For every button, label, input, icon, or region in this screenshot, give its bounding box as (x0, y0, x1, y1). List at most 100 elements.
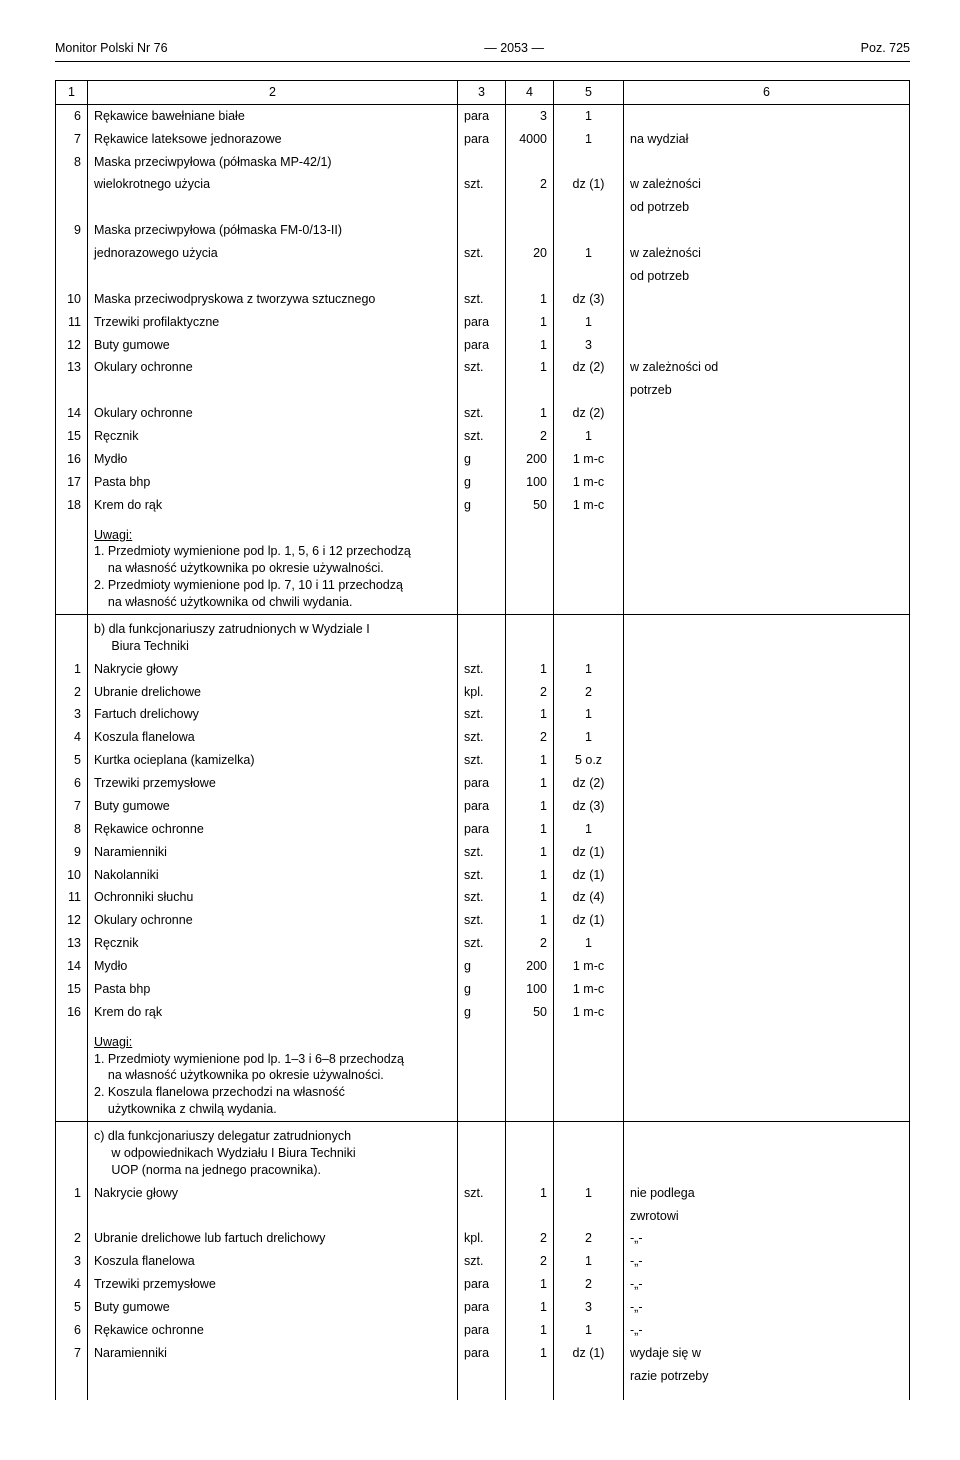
row-desc: Koszula flanelowa (88, 1250, 458, 1273)
row-desc: Kurtka ocieplana (kamizelka) (88, 749, 458, 772)
row-desc: Nakolanniki (88, 864, 458, 887)
row-qty: 1 (506, 795, 554, 818)
row-qty: 2 (506, 932, 554, 955)
row-qty: 1 (506, 288, 554, 311)
row-unit (458, 196, 506, 219)
note-b-3: użytkownika z chwilą wydania. (94, 1102, 277, 1116)
row-remark (624, 334, 910, 357)
row-number: 15 (56, 425, 88, 448)
row-period (554, 219, 624, 242)
row-desc: Trzewiki przemysłowe (88, 1273, 458, 1296)
row-period: 3 (554, 1296, 624, 1319)
row-remark: potrzeb (624, 379, 910, 402)
row-unit: szt. (458, 841, 506, 864)
row-number (56, 1365, 88, 1388)
table-row: 18Krem do rąkg501 m-c (56, 494, 910, 517)
row-unit: szt. (458, 909, 506, 932)
row-unit: g (458, 1001, 506, 1024)
row-remark (624, 425, 910, 448)
row-qty: 200 (506, 448, 554, 471)
row-number (56, 265, 88, 288)
row-qty: 1 (506, 1342, 554, 1365)
row-number: 13 (56, 932, 88, 955)
row-remark (624, 288, 910, 311)
row-number: 10 (56, 864, 88, 887)
row-remark (624, 886, 910, 909)
note-b-2: 2. Koszula flanelowa przechodzi na własn… (94, 1085, 345, 1099)
section-a-notes: Uwagi: 1. Przedmioty wymienione pod lp. … (56, 517, 910, 615)
row-period: 3 (554, 334, 624, 357)
row-desc: Okulary ochronne (88, 909, 458, 932)
table-row: 10Nakolannikiszt.1dz (1) (56, 864, 910, 887)
row-desc: Okulary ochronne (88, 356, 458, 379)
row-unit: szt. (458, 173, 506, 196)
row-qty (506, 1205, 554, 1228)
row-qty: 1 (506, 749, 554, 772)
row-number: 2 (56, 1227, 88, 1250)
table-row: 6Rękawice ochronnepara11-„- (56, 1319, 910, 1342)
row-desc: Ręcznik (88, 425, 458, 448)
row-remark (624, 772, 910, 795)
row-number: 4 (56, 726, 88, 749)
row-qty: 1 (506, 1296, 554, 1319)
row-qty (506, 1365, 554, 1388)
notes-label-b: Uwagi: (94, 1035, 132, 1049)
colhead-6: 6 (624, 80, 910, 104)
row-unit: g (458, 448, 506, 471)
row-number: 6 (56, 104, 88, 127)
row-desc: Naramienniki (88, 841, 458, 864)
row-number: 12 (56, 334, 88, 357)
row-period: 2 (554, 1273, 624, 1296)
row-number: 7 (56, 1342, 88, 1365)
row-qty: 20 (506, 242, 554, 265)
row-qty: 1 (506, 402, 554, 425)
section-c: 1Nakrycie głowyszt.11nie podlegazwrotowi… (56, 1182, 910, 1388)
row-qty (506, 151, 554, 174)
row-number (56, 379, 88, 402)
table-row: 13Okulary ochronneszt.1dz (2)w zależnośc… (56, 356, 910, 379)
row-desc: Trzewiki przemysłowe (88, 772, 458, 795)
row-unit: szt. (458, 726, 506, 749)
row-desc: Pasta bhp (88, 978, 458, 1001)
row-desc: Okulary ochronne (88, 402, 458, 425)
main-table: 1 2 3 4 5 6 6Rękawice bawełniane białepa… (55, 80, 910, 1400)
row-unit: szt. (458, 356, 506, 379)
row-remark (624, 681, 910, 704)
row-qty: 50 (506, 1001, 554, 1024)
row-unit: para (458, 128, 506, 151)
table-row: 10Maska przeciwodpryskowa z tworzywa szt… (56, 288, 910, 311)
row-unit (458, 151, 506, 174)
table-row: 13Ręcznikszt.21 (56, 932, 910, 955)
row-number: 5 (56, 749, 88, 772)
row-qty: 4000 (506, 128, 554, 151)
row-period: 1 m-c (554, 471, 624, 494)
row-desc: Rękawice lateksowe jednorazowe (88, 128, 458, 151)
table-row: 6Rękawice bawełniane białepara31 (56, 104, 910, 127)
row-qty: 1 (506, 818, 554, 841)
row-unit: kpl. (458, 681, 506, 704)
row-remark (624, 726, 910, 749)
row-unit: para (458, 795, 506, 818)
row-unit: para (458, 1296, 506, 1319)
row-desc: Trzewiki profilaktyczne (88, 311, 458, 334)
row-unit: para (458, 334, 506, 357)
table-row: potrzeb (56, 379, 910, 402)
row-number: 6 (56, 1319, 88, 1342)
row-qty: 1 (506, 356, 554, 379)
row-period: 1 (554, 703, 624, 726)
row-number: 10 (56, 288, 88, 311)
row-period: 5 o.z (554, 749, 624, 772)
colhead-3: 3 (458, 80, 506, 104)
row-number: 9 (56, 841, 88, 864)
row-desc (88, 265, 458, 288)
header-mid: — 2053 — (484, 40, 544, 57)
row-desc: Rękawice ochronne (88, 818, 458, 841)
row-desc: Ubranie drelichowe lub fartuch drelichow… (88, 1227, 458, 1250)
table-row: 1Nakrycie głowyszt.11 (56, 658, 910, 681)
row-qty: 2 (506, 726, 554, 749)
table-row: 4Koszula flanelowaszt.21 (56, 726, 910, 749)
row-remark (624, 909, 910, 932)
row-remark (624, 795, 910, 818)
table-row: od potrzeb (56, 265, 910, 288)
row-number: 11 (56, 311, 88, 334)
